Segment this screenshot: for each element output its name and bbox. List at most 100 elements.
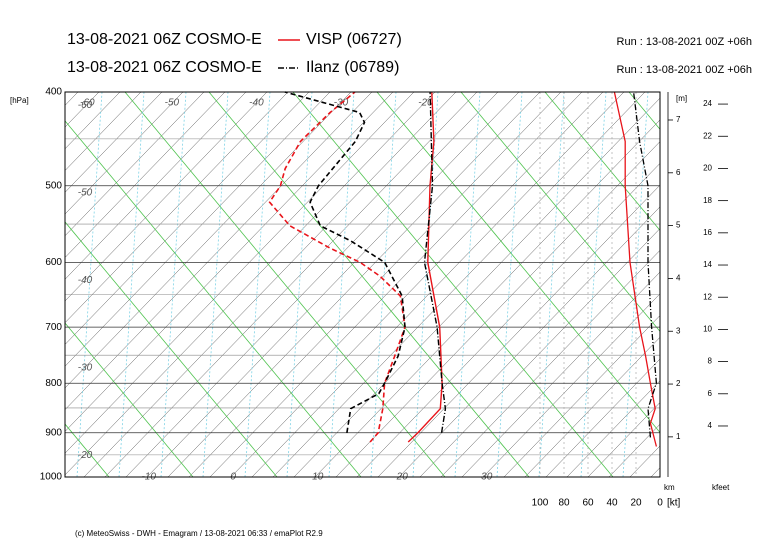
isotherm-line: [65, 92, 142, 171]
isotherm-label-left: -20: [78, 450, 93, 461]
moist-adiabat: [292, 92, 614, 477]
y-tick-label: 700: [45, 322, 62, 333]
isotherm-label-top: -40: [249, 98, 264, 109]
mixing-ratio-line: [370, 92, 397, 477]
moist-adiabat: [208, 92, 530, 477]
isotherm-line: [65, 92, 184, 215]
isotherm-line: [65, 92, 436, 476]
isotherm-line: [272, 92, 646, 477]
isotherm-line: [356, 162, 660, 477]
mixing-ratio-line: [622, 92, 649, 477]
mixing-ratio-line: [580, 92, 607, 477]
isotherm-label-top: -60: [80, 98, 95, 109]
wind-speed-line: [613, 91, 658, 447]
background-grid: [65, 92, 660, 477]
isotherm-label-left: -60: [78, 100, 93, 111]
isotherm-line: [65, 92, 352, 389]
mixing-ratio-line: [76, 92, 103, 477]
side-tick-label: 7: [676, 115, 681, 124]
y-tick-label: 500: [45, 180, 62, 191]
side-tick-label: 14: [703, 260, 712, 269]
isotherm-line: [398, 206, 660, 477]
side-tick-label: 4: [676, 274, 681, 283]
title-model: 13-08-2021 06Z COSMO-E: [67, 59, 262, 76]
isotherm-line: [587, 402, 660, 477]
isotherm-line: [65, 92, 268, 302]
y-axis-label: [hPa]: [10, 96, 29, 105]
isotherm-line: [65, 92, 289, 324]
moist-adiabat: [65, 322, 194, 477]
plot-frame: [64, 91, 661, 478]
y-tick-label: 900: [45, 427, 62, 438]
isotherm-line: [251, 92, 625, 477]
mixing-ratio-line: [412, 92, 439, 477]
dewpoint-line: [268, 91, 406, 443]
isotherm-line: [65, 92, 247, 280]
isotherm-line: [419, 228, 660, 477]
side-tick-label: 10: [703, 325, 712, 334]
legend-entry: VISP (06727): [306, 31, 402, 48]
y-tick-label: 1000: [40, 472, 63, 483]
isotherm-line: [83, 92, 457, 477]
wind-axis-label: [kt]: [667, 498, 681, 509]
isotherm-line: [65, 92, 373, 411]
isotherm-line: [545, 358, 660, 477]
mixing-ratio-line: [244, 92, 271, 477]
run-label: Run : 13-08-2021 00Z +06h: [617, 64, 752, 76]
isotherm-line: [524, 336, 660, 477]
moist-adiabat: [544, 92, 660, 231]
side-tick-label: 5: [676, 221, 681, 230]
mixing-ratio-line: [160, 92, 187, 477]
isotherm-line: [461, 271, 660, 477]
dewpoint-line: [284, 91, 406, 433]
side-tick-label: 2: [676, 379, 681, 388]
mixing-ratio-line: [328, 92, 355, 477]
plot-layer: 100 80 60 40 20 0 [kt] 400 500 600 700 800 900 1000 -6…: [40, 31, 752, 508]
title-model: 13-08-2021 06Z COSMO-E: [67, 31, 262, 48]
moist-adiabat: [65, 221, 278, 477]
isotherm-line: [293, 97, 660, 477]
mixing-ratio-line: [286, 92, 313, 477]
moist-adiabat: [460, 92, 660, 333]
footer: (c) MeteoSwiss - DWH - Emagram / 13-08-2…: [75, 529, 323, 538]
isotherm-label-left: -40: [78, 275, 93, 286]
side-tick-label: 20: [703, 164, 712, 173]
legend-entry: Ilanz (06789): [306, 59, 399, 76]
side-tick-label: 22: [703, 131, 712, 140]
isotherm-label-top: -50: [165, 98, 180, 109]
side-tick-label: 6: [676, 168, 681, 177]
isotherm-line: [167, 92, 541, 477]
isotherm-line: [104, 92, 478, 477]
wind-tick-label: 20: [630, 498, 642, 509]
wind-tick-label: 0: [657, 498, 663, 509]
side-axis-unit: km: [664, 483, 675, 492]
isotherm-label-left: -30: [78, 363, 93, 374]
isotherm-line: [65, 92, 163, 193]
wind-tick-label: 60: [582, 498, 594, 509]
moist-adiabat: [376, 92, 660, 434]
temperature-line: [423, 91, 447, 433]
isotherm-line: [65, 92, 310, 345]
mixing-ratio-line: [202, 92, 229, 477]
isotherm-line: [65, 92, 415, 454]
isotherm-line: [65, 92, 394, 432]
y-tick-label: 600: [45, 257, 62, 268]
temperature-line: [407, 91, 443, 443]
side-tick-label: 6: [708, 389, 713, 398]
isotherm-line: [65, 92, 226, 258]
side-tick-label: 8: [708, 357, 713, 366]
side-tick-label: 1: [676, 432, 681, 441]
moist-adiabat: [65, 120, 362, 477]
isotherm-line: [440, 249, 660, 477]
mixing-ratio-line: [538, 92, 565, 477]
isotherm-line: [65, 92, 205, 237]
mixing-ratio-line: [496, 92, 523, 477]
wind-speed-line: [632, 91, 658, 438]
isotherm-line: [482, 293, 660, 477]
mixing-ratio-line: [118, 92, 145, 477]
wind-tick-label: 80: [558, 498, 570, 509]
y-tick-label: 800: [45, 378, 62, 389]
side-tick-label: 24: [703, 99, 712, 108]
